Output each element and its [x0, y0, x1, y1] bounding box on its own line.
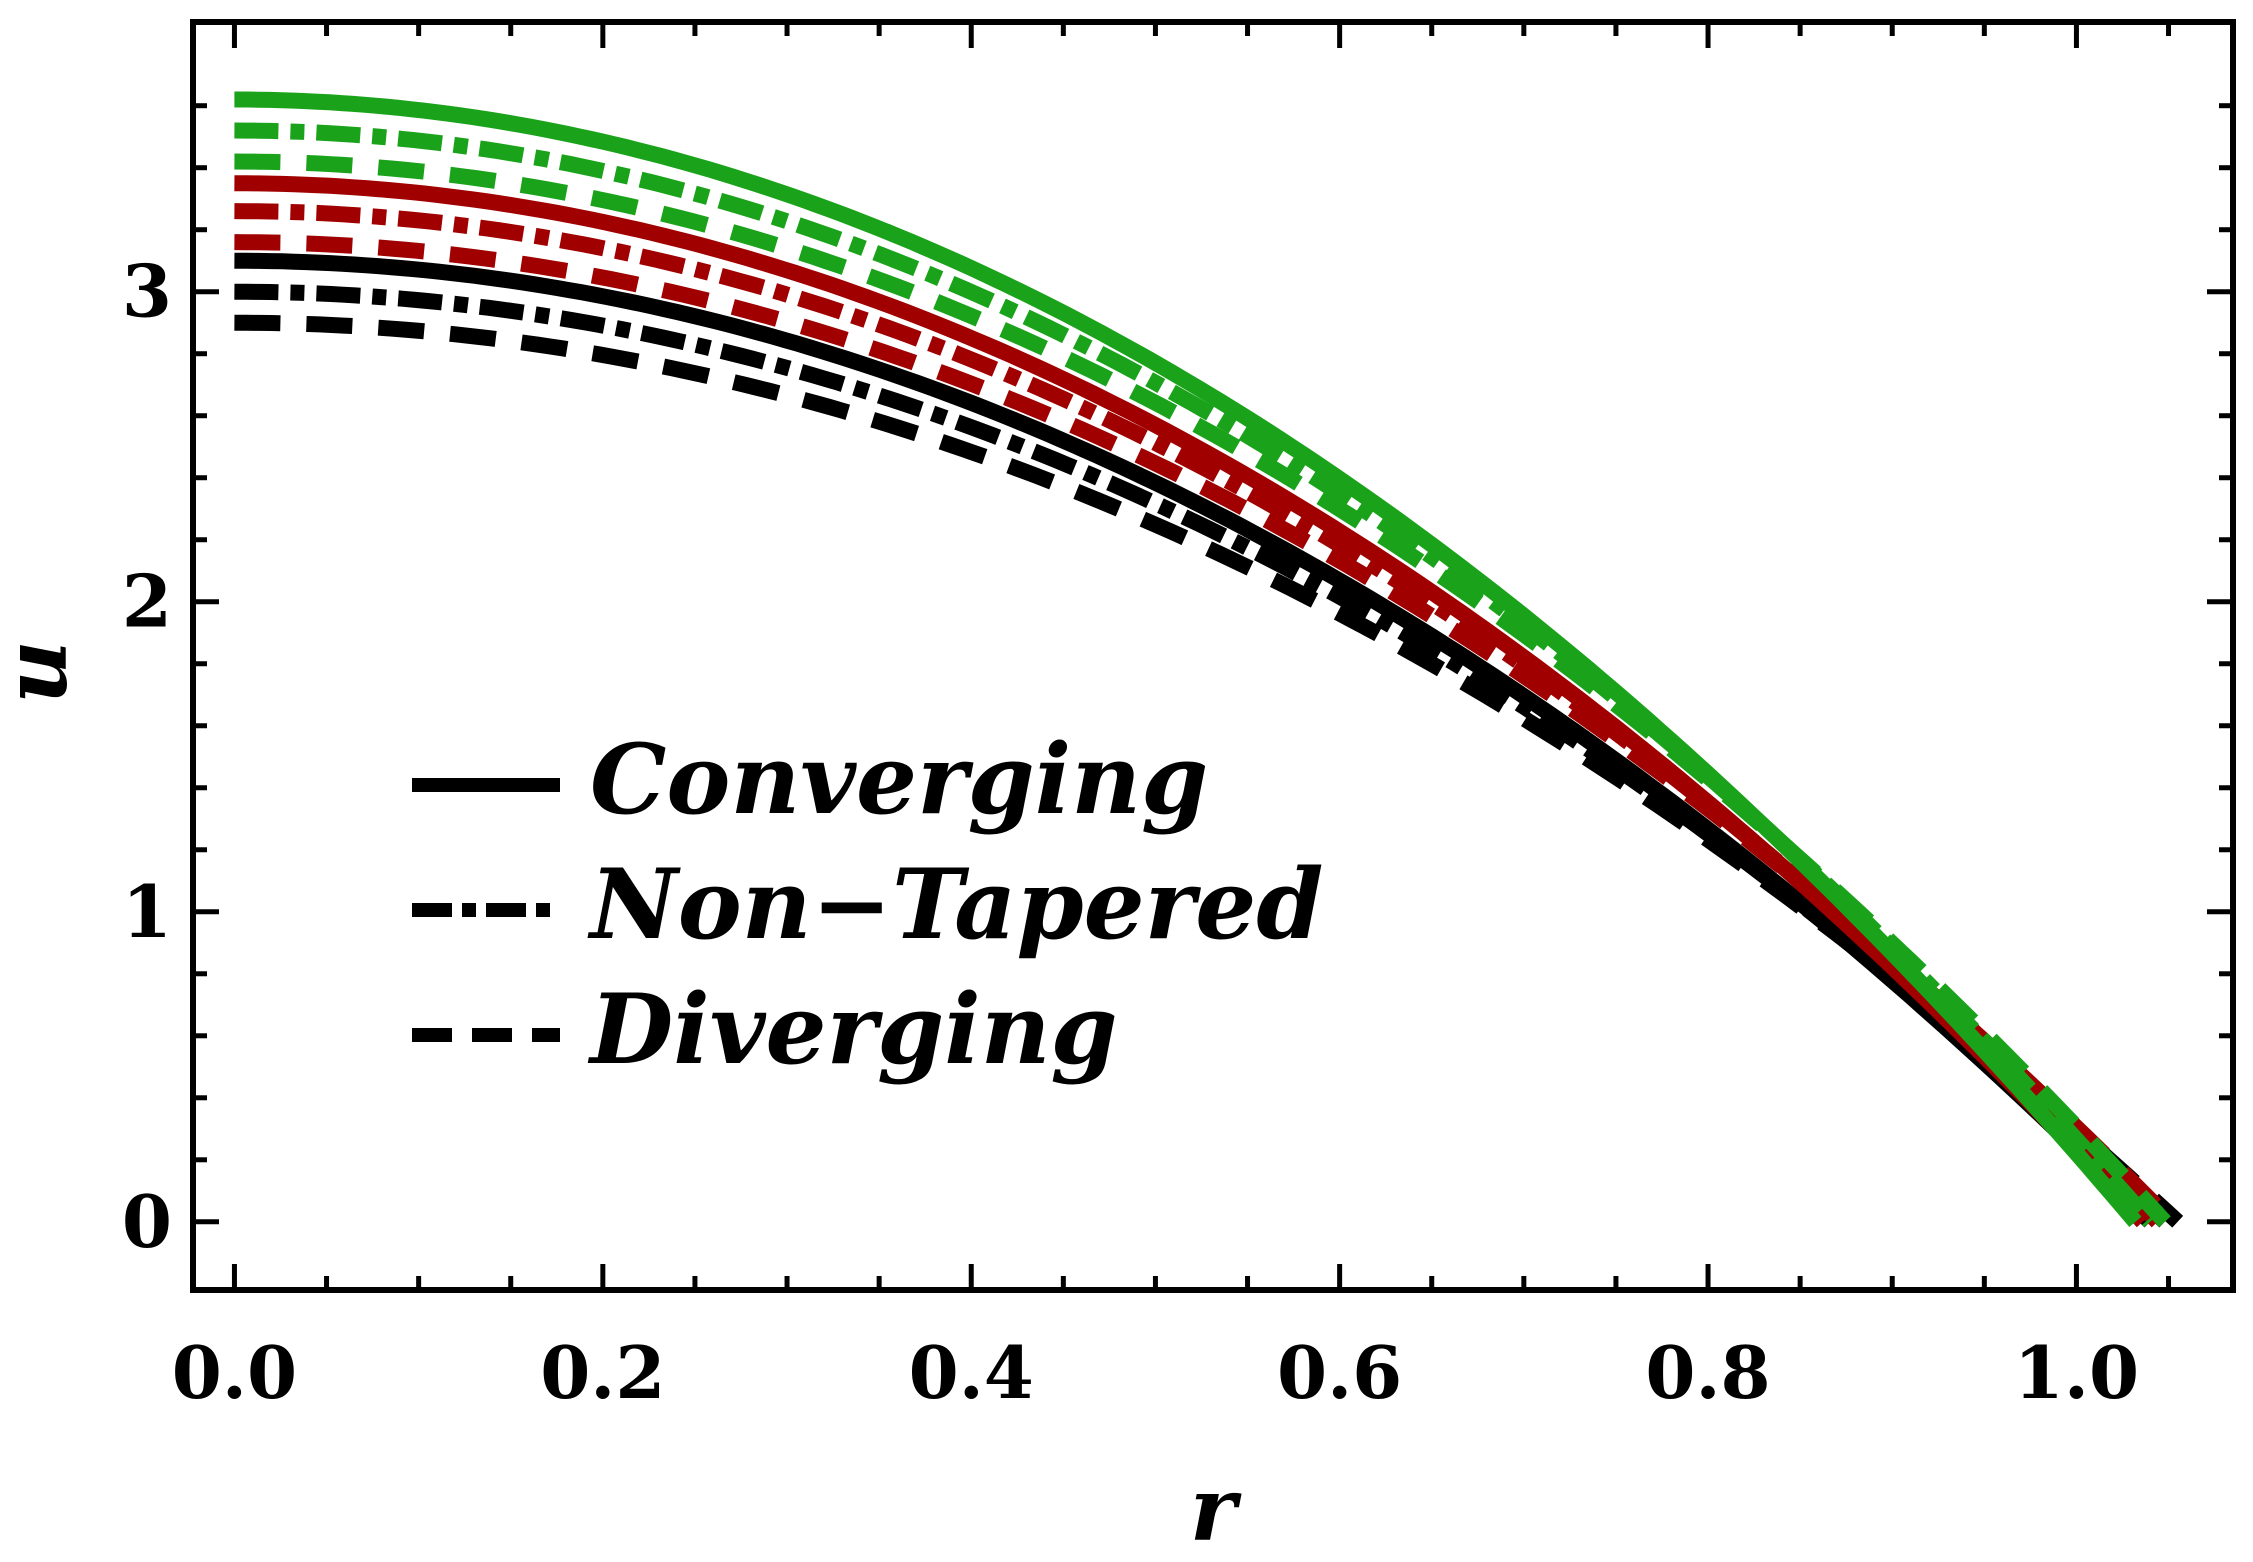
series-line-green-converging — [234, 91, 2142, 1227]
series-line-black-non-tapered — [234, 283, 2171, 1228]
y-tick-labels: 0 1 2 3 — [122, 249, 172, 1264]
plot-frame — [190, 19, 2236, 1293]
series-layer — [234, 91, 2184, 1228]
legend-label: Diverging — [587, 973, 1118, 1086]
x-tick-label: 0.6 — [1277, 1330, 1402, 1415]
series-line-green-diverging — [234, 153, 2171, 1228]
x-tick-label: 1.0 — [2014, 1330, 2139, 1415]
x-tick-label: 0.2 — [540, 1330, 665, 1415]
series-line-red-diverging — [234, 234, 2178, 1228]
series-line-black-diverging — [234, 314, 2184, 1228]
series-line-red-non-tapered — [234, 203, 2164, 1228]
x-tick-label: 0.0 — [172, 1330, 297, 1415]
legend: Converging Non−Tapered Diverging — [412, 723, 1323, 1086]
x-tick-label: 0.4 — [909, 1330, 1034, 1415]
y-tick-label: 0 — [122, 1179, 172, 1264]
y-tick-label: 2 — [122, 559, 172, 644]
x-axis-label: r — [1190, 1457, 1242, 1561]
series-line-green-non-tapered — [234, 122, 2157, 1228]
legend-label: Non−Tapered — [587, 848, 1323, 961]
x-tick-label: 0.8 — [1645, 1330, 1770, 1415]
y-tick-label: 3 — [122, 249, 172, 334]
y-tick-label: 1 — [122, 869, 172, 954]
y-axis-label: u — [0, 640, 87, 704]
x-tick-labels: 0.0 0.2 0.4 0.6 0.8 1.0 — [172, 1330, 2139, 1415]
legend-label: Converging — [590, 723, 1208, 836]
